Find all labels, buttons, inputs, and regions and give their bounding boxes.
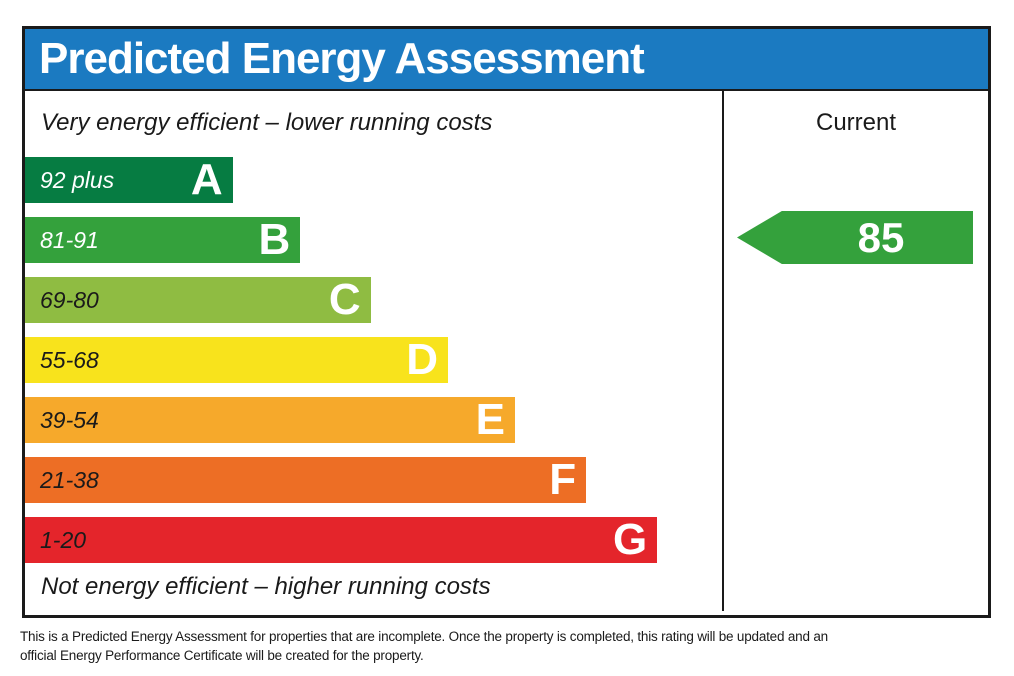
- epc-band-c: 69-80 C: [25, 277, 371, 323]
- band-range-label: 81-91: [40, 226, 99, 253]
- current-rating-value: 85: [857, 213, 905, 261]
- band-range-label: 69-80: [40, 286, 99, 313]
- chart-body: Very energy efficient – lower running co…: [25, 91, 988, 611]
- band-range-label: 55-68: [40, 346, 99, 373]
- epc-band-b: 81-91 B: [25, 215, 301, 264]
- chart-title-bar: Predicted Energy Assessment: [25, 29, 988, 91]
- band-range-label: 21-38: [40, 466, 99, 493]
- epc-band-f: 21-38 F: [25, 455, 587, 504]
- current-rating-arrow: 85: [737, 211, 973, 264]
- epc-band-d: 55-68 D: [25, 335, 449, 384]
- current-column-header: Current: [815, 109, 897, 136]
- top-caption: Very energy efficient – lower running co…: [41, 109, 493, 136]
- epc-band-g: 1-20 G: [25, 515, 658, 564]
- footer-line: This is a Predicted Energy Assessment fo…: [20, 629, 828, 644]
- band-letter: F: [549, 455, 577, 504]
- footer-line: official Energy Performance Certificate …: [20, 648, 424, 663]
- band-range-label: 39-54: [40, 406, 99, 433]
- band-range-label: 1-20: [40, 526, 87, 553]
- rating-bands-panel: Very energy efficient – lower running co…: [25, 91, 722, 611]
- band-letter: D: [406, 335, 439, 384]
- band-range-label: 92 plus: [40, 166, 115, 193]
- band-letter: A: [190, 155, 223, 204]
- current-column: Current 85: [722, 91, 988, 611]
- rating-bands: 92 plus A 81-91 B 69-80 C 55-68 D: [25, 157, 722, 577]
- band-letter: C: [328, 275, 361, 324]
- epc-band-a: 92 plus A: [25, 157, 233, 203]
- band-letter: E: [475, 395, 505, 444]
- band-letter: G: [612, 515, 648, 564]
- band-letter: B: [258, 215, 291, 264]
- page-title: Predicted Energy Assessment: [39, 34, 645, 83]
- epc-chart: Predicted Energy Assessment Very energy …: [22, 26, 991, 618]
- footer-disclaimer: This is a Predicted Energy Assessment fo…: [20, 627, 828, 665]
- bottom-caption: Not energy efficient – higher running co…: [41, 573, 491, 600]
- epc-band-e: 39-54 E: [25, 397, 515, 443]
